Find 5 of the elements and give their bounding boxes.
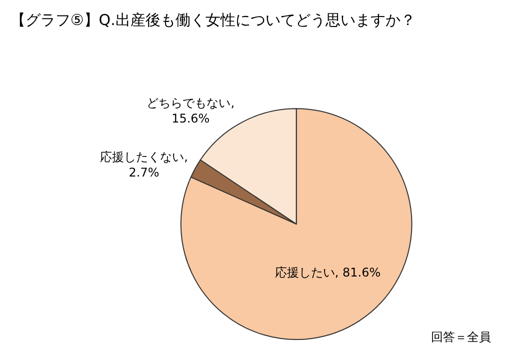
chart-title: 【グラフ⑤】Q.出産後も働く女性についてどう思いますか？ (10, 10, 416, 29)
slice-label: 応援したい, 81.6% (274, 266, 381, 280)
text: 回答＝全員 (431, 330, 491, 344)
slice-label: 応援したくない, 2.7% (100, 150, 188, 180)
slice-label: どちらでもない, 15.6% (146, 96, 235, 126)
